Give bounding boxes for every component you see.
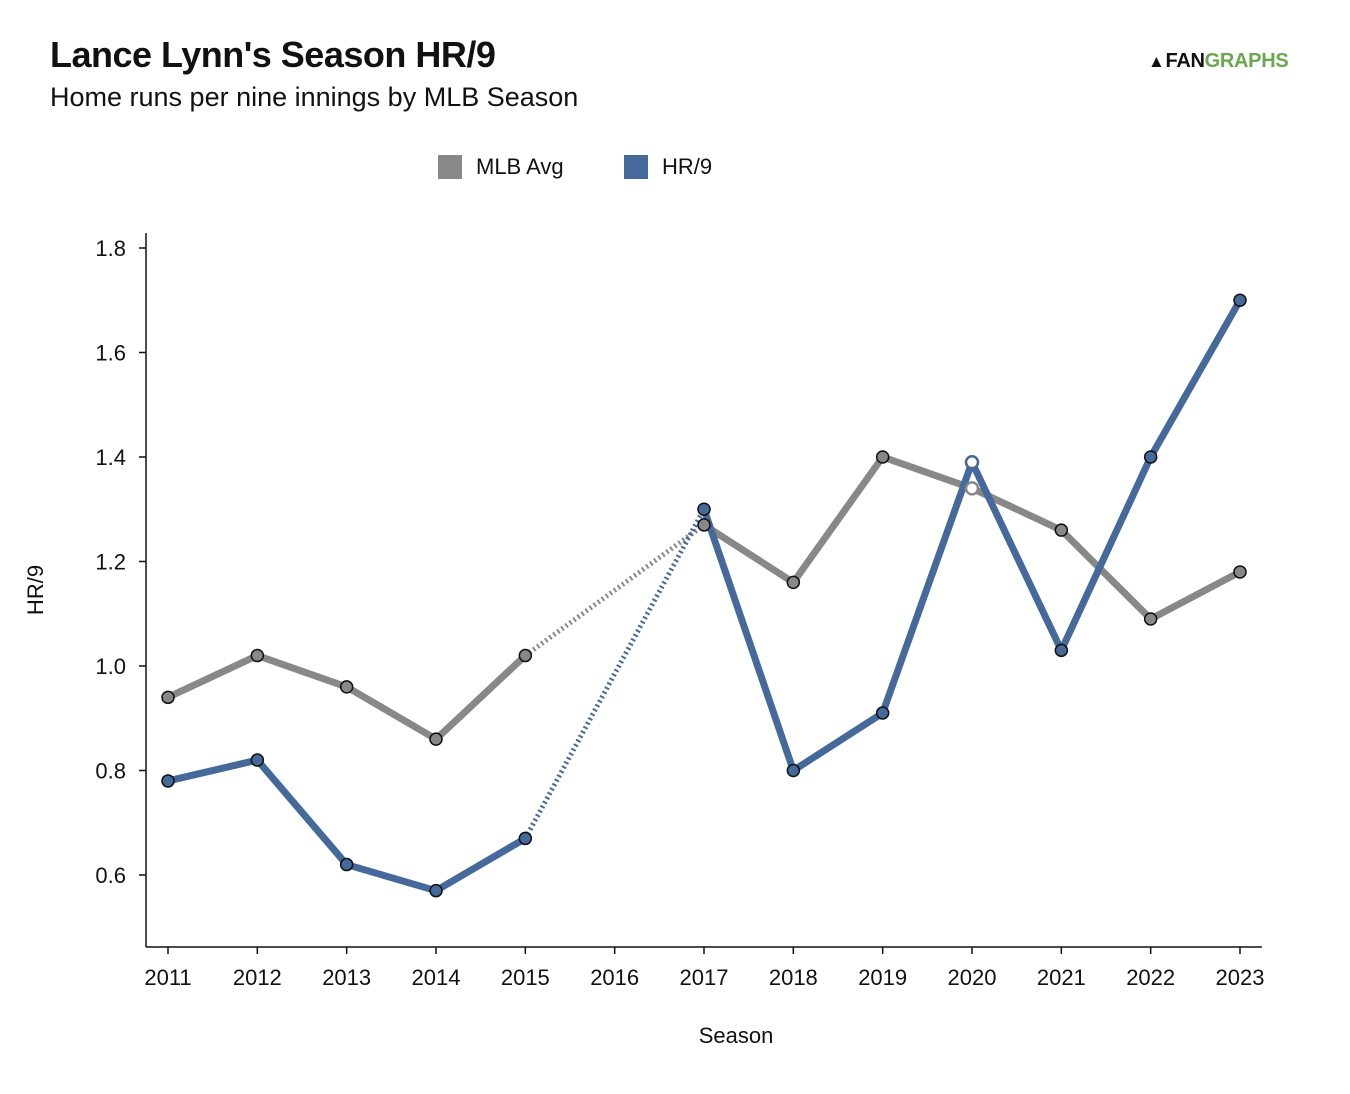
x-tick-label: 2022 [1126,965,1175,990]
series-segment-mlb-avg [253,652,351,691]
x-tick-label: 2012 [233,965,282,990]
logo-text-graphs: GRAPHS [1204,50,1289,72]
x-tick-label: 2023 [1216,965,1265,990]
data-point-mlb-avg [518,648,533,663]
data-point-hr-9 [429,883,443,898]
series-segment-mlb-avg [1057,526,1155,623]
series-segment-mlb-avg [700,521,797,586]
legend-item-mlb-avg[interactable]: MLB Avg [438,154,564,180]
y-tick-label: 0.6 [95,863,126,888]
data-point-hr-9 [1233,293,1247,307]
y-tick-label: 1.8 [95,236,126,261]
y-tick-label: 1.4 [95,445,126,470]
x-tick-label: 2017 [680,965,729,990]
x-tick-label: 2015 [501,965,550,990]
logo-text-fan: FAN [1165,50,1205,72]
data-point-mlb-avg [250,648,265,663]
series-segment-mlb-avg [343,683,440,743]
x-tick-label: 2021 [1037,965,1086,990]
series-segment-mlb-avg [1147,568,1244,623]
data-point-mlb-avg [1233,565,1247,579]
y-tick-label: 1.2 [95,550,126,575]
x-tick-label: 2018 [769,965,818,990]
x-axis-label: Season [699,1023,774,1048]
y-tick-label: 0.8 [95,759,126,784]
series-segment-hr-9 [253,756,351,869]
y-tick-label: 1.6 [95,341,126,366]
series-gap-link-hr-9 [523,508,707,840]
series-segment-hr-9 [432,834,529,895]
data-point-hr-9 [964,454,980,470]
data-point-mlb-avg [875,450,890,464]
data-point-hr-9 [875,706,890,720]
data-point-mlb-avg [697,518,711,532]
legend-swatch-hr9 [624,155,648,179]
data-point-mlb-avg [161,690,175,705]
series-segment-hr-9 [164,756,261,785]
data-point-mlb-avg [429,732,443,746]
fangraphs-logo: ▲ FAN GRAPHS [1148,50,1289,73]
x-tick-label: 2016 [590,965,639,990]
data-point-hr-9 [518,831,533,846]
series-segment-mlb-avg [164,652,261,701]
chart-subtitle: Home runs per nine innings by MLB Season [50,82,579,112]
data-point-hr-9 [697,502,711,516]
data-point-hr-9 [250,753,265,767]
series-segment-hr-9 [879,458,976,717]
data-point-hr-9 [161,774,175,788]
x-tick-label: 2019 [858,965,907,990]
legend-item-hr9[interactable]: HR/9 [624,154,712,180]
data-point-hr-9 [786,763,801,778]
data-point-mlb-avg [964,481,980,496]
legend-label-hr9: HR/9 [662,154,713,179]
legend: MLB Avg HR/9 [0,154,1350,184]
y-axis-label: HR/9 [23,565,48,615]
series-segment-hr-9 [1057,453,1155,654]
series-segment-hr-9 [343,861,440,895]
series-segment-hr-9 [968,458,1065,654]
x-tick-label: 2014 [412,965,461,990]
data-point-mlb-avg [1143,612,1158,626]
data-point-mlb-avg [1054,523,1069,537]
chart-title: Lance Lynn's Season HR/9 [50,34,496,75]
series-gap-link-mlb-avg [523,522,706,658]
series-segment-mlb-avg [432,652,529,743]
legend-swatch-mlb-avg [438,155,462,179]
data-point-mlb-avg [786,575,801,590]
series-segment-mlb-avg [789,453,887,586]
runner-icon: ▲ [1148,51,1165,71]
data-point-mlb-avg [339,680,354,694]
series-segment-mlb-avg [879,453,976,492]
y-tick-label: 1.0 [95,654,126,679]
data-point-hr-9 [1054,643,1069,658]
data-point-hr-9 [339,857,354,872]
data-point-hr-9 [1143,450,1158,464]
legend-label-mlb-avg: MLB Avg [476,154,564,179]
x-tick-label: 2020 [948,965,997,990]
x-tick-label: 2013 [322,965,371,990]
x-tick-label: 2011 [144,965,191,990]
series-segment-hr-9 [1147,296,1244,461]
series-segment-hr-9 [700,505,797,774]
series-segment-hr-9 [789,709,887,774]
